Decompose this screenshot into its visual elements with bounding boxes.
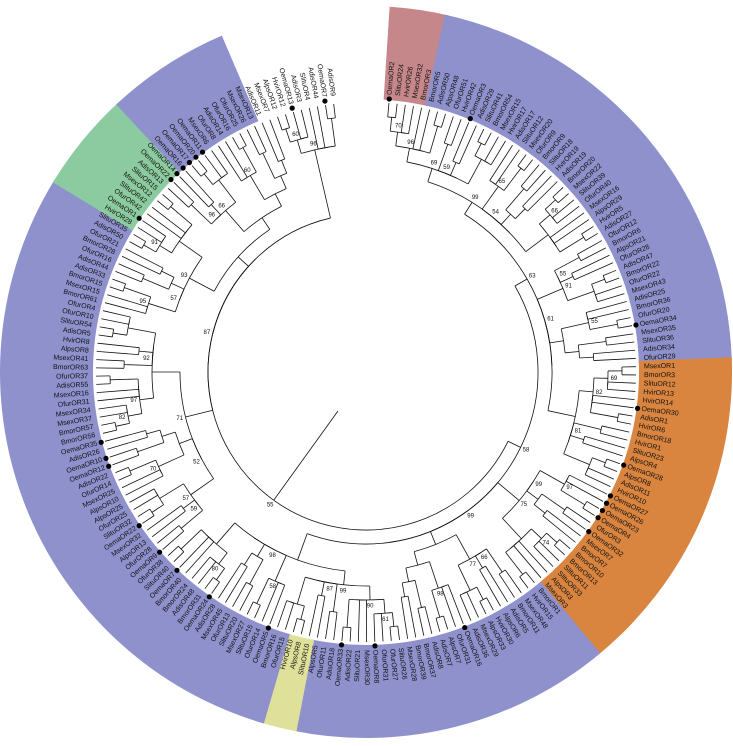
oema-marker-dot	[633, 322, 638, 327]
bootstrap-value: 96	[310, 142, 317, 148]
bootstrap-value: 52	[193, 460, 200, 466]
bootstrap-value: 70	[395, 124, 402, 130]
bootstrap-value: 71	[176, 416, 183, 422]
oema-marker-dot	[193, 155, 198, 160]
bootstrap-value: 80	[212, 566, 219, 572]
bootstrap-value: 74	[543, 540, 550, 546]
bootstrap-value: 63	[529, 274, 536, 280]
oema-marker-dot	[604, 501, 609, 506]
bootstrap-value: 55	[267, 503, 274, 509]
bootstrap-value: 77	[469, 562, 476, 568]
bootstrap-value: 57	[170, 296, 177, 302]
bootstrap-value: 96	[208, 213, 215, 219]
oema-marker-dot	[635, 406, 640, 411]
bootstrap-value: 97	[566, 485, 573, 491]
oema-marker-dot	[339, 642, 344, 647]
bootstrap-value: 69	[611, 376, 618, 382]
bootstrap-value: 58	[269, 584, 276, 590]
bootstrap-value: 65	[499, 179, 506, 185]
oema-marker-dot	[137, 216, 142, 221]
oema-marker-dot	[103, 456, 108, 461]
oema-marker-dot	[207, 594, 212, 599]
oema-marker-dot	[157, 550, 162, 555]
oema-marker-dot	[174, 568, 179, 573]
bootstrap-value: 91	[151, 240, 158, 246]
oema-marker-dot	[181, 165, 186, 170]
bootstrap-value: 66	[481, 555, 488, 561]
bootstrap-value: 87	[204, 330, 211, 336]
oema-marker-dot	[200, 149, 205, 154]
bootstrap-value: 58	[523, 448, 530, 454]
oema-marker-dot	[174, 171, 179, 176]
oema-marker-dot	[372, 643, 377, 648]
bootstrap-value: 69	[431, 160, 438, 166]
oema-marker-dot	[137, 523, 142, 528]
tip-label: SlituOR12	[644, 380, 676, 388]
bootstrap-value: 93	[181, 273, 188, 279]
bootstrap-value: 98	[437, 591, 444, 597]
bootstrap-value: 99	[340, 588, 347, 594]
bootstrap-value: 57	[182, 496, 189, 502]
bootstrap-value: 55	[591, 319, 598, 325]
bootstrap-value: 99	[472, 195, 479, 201]
bootstrap-value: 59	[443, 165, 450, 171]
bootstrap-value: 99	[535, 482, 542, 488]
bootstrap-value: 61	[547, 317, 554, 323]
tip-label: MsexOR1	[644, 363, 675, 371]
oema-marker-dot	[187, 160, 192, 165]
bootstrap-value: 54	[492, 209, 499, 215]
oema-marker-dot	[595, 515, 600, 520]
oema-marker-dot	[290, 106, 295, 111]
bootstrap-value: 87	[326, 587, 333, 593]
bootstrap-value: 97	[130, 398, 137, 404]
bootstrap-value: 90	[367, 604, 374, 610]
bootstrap-value: 98	[269, 553, 276, 559]
bootstrap-value: 82	[119, 415, 126, 421]
tip-label: SlituOR21	[354, 650, 362, 682]
tip-label: AdisOR55	[56, 382, 88, 390]
bootstrap-value: 66	[218, 204, 225, 210]
oema-marker-dot	[99, 440, 104, 445]
bootstrap-value: 61	[382, 617, 389, 623]
oema-marker-dot	[387, 96, 392, 101]
bootstrap-value: 92	[143, 356, 150, 362]
oema-marker-dot	[266, 625, 271, 630]
oema-marker-dot	[608, 493, 613, 498]
bootstrap-value: 91	[565, 284, 572, 290]
bootstrap-value: 95	[139, 299, 146, 305]
bootstrap-value: 82	[596, 390, 603, 396]
oema-marker-dot	[106, 464, 111, 469]
oema-marker-dot	[468, 116, 473, 121]
bootstrap-value: 81	[575, 428, 582, 434]
oema-marker-dot	[621, 463, 626, 468]
bootstrap-value: 60	[292, 132, 299, 138]
bootstrap-value: 55	[560, 271, 567, 277]
tip-label: BmorOR3	[644, 372, 675, 379]
tip-label: OfurOR37	[56, 373, 88, 380]
oema-marker-dot	[462, 625, 467, 630]
bootstrap-value: 66	[551, 209, 558, 215]
oema-marker-dot	[168, 177, 173, 182]
oema-marker-dot	[586, 529, 591, 534]
bootstrap-value: 59	[190, 507, 197, 513]
tip-label: MsexOR30	[363, 650, 370, 685]
bootstrap-value: 75	[520, 502, 527, 508]
oema-marker-dot	[600, 508, 605, 513]
bootstrap-value: 96	[407, 140, 414, 146]
tip-label: BmorOR63	[53, 364, 88, 372]
oema-marker-dot	[322, 98, 327, 103]
tip-label: OemaOR8	[371, 650, 379, 684]
bootstrap-value: 99	[467, 514, 474, 520]
bootstrap-value: 60	[244, 168, 251, 174]
bootstrap-value: 70	[150, 467, 157, 473]
